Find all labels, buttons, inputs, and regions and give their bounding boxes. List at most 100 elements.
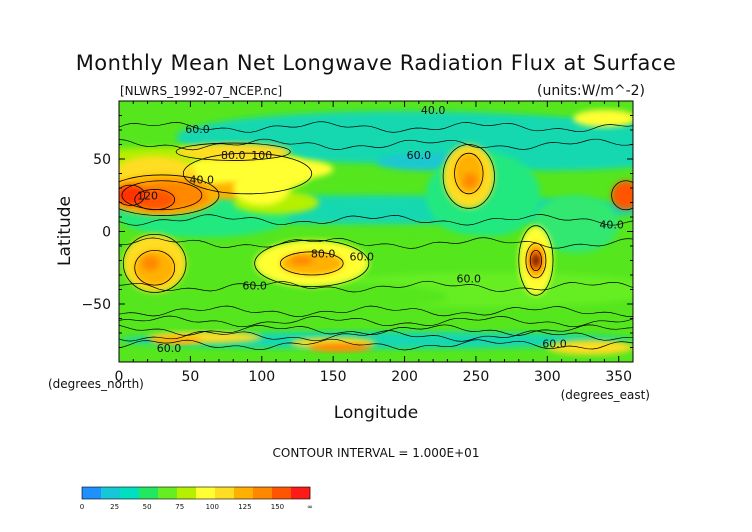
x-tick-label: 100 (248, 369, 275, 385)
colorbar-labels: 0 25 50 75 100 125 150 ∞ (80, 503, 313, 511)
y-tick-label: −50 (81, 297, 111, 313)
contour-label: 60.0 (542, 338, 567, 351)
colorbar-tick-label: 100 (206, 503, 219, 511)
contour-label: 100 (251, 149, 272, 162)
contour-label: 80.0 (311, 248, 336, 261)
field-region (573, 109, 633, 128)
contour-line (119, 121, 633, 133)
y-axis-label: Latitude (55, 196, 75, 266)
contour-line (119, 184, 146, 206)
contour-line (611, 180, 633, 211)
contour-label: 120 (137, 190, 158, 203)
units-label: (units:W/m^-2) (537, 83, 645, 99)
contour-line (134, 189, 176, 211)
x-axis-label: Longitude (334, 403, 419, 423)
chart-title: Monthly Mean Net Longwave Radiation Flux… (76, 51, 677, 75)
field-region (190, 282, 448, 312)
field-region (308, 343, 372, 352)
contour-lines (119, 121, 633, 351)
colorbar-swatch (196, 487, 216, 499)
x-tick-labels: 0 50 100 150 200 250 300 350 (115, 369, 633, 385)
colorbar-swatch (177, 487, 197, 499)
colorbar-tick-label: ∞ (307, 503, 313, 511)
colorbar-swatch (272, 487, 292, 499)
colorbar-swatch (101, 487, 121, 499)
y-tick-labels: 50 0 −50 (81, 152, 111, 313)
colorbar-tick-label: 125 (238, 503, 251, 511)
colorbar-tick-label: 75 (175, 503, 184, 511)
contour-label: 40.0 (421, 104, 446, 117)
plot-area: 40.0 60.0 80.0 100 120 40.0 60.0 80.0 60.0 60.0 40… (118, 100, 634, 363)
colorbar-tick-label: 50 (143, 503, 152, 511)
field-region (547, 340, 633, 355)
file-label: [NLWRS_1992-07_NCEP.nc] (120, 84, 282, 98)
field-region (141, 256, 159, 271)
colorbar-swatch (158, 487, 178, 499)
x-tick-label: 150 (320, 369, 347, 385)
x-tick-label: 250 (463, 369, 490, 385)
field-region (247, 159, 334, 180)
contour-label: 40.0 (599, 219, 624, 232)
y-unit-label: (degrees_north) (48, 377, 144, 391)
field-region (119, 185, 145, 206)
y-tick-label: 50 (93, 152, 111, 168)
colorbar (81, 486, 311, 500)
field-region (532, 254, 540, 267)
field-region (290, 256, 314, 265)
colorbar-tick-label: 150 (271, 503, 284, 511)
contour-label: 60.0 (242, 280, 267, 293)
contour-line (175, 142, 291, 161)
axis-ticks (118, 100, 634, 363)
colorbar-frame (81, 486, 311, 500)
x-tick-label: 300 (534, 369, 561, 385)
contour-label: 60.0 (157, 342, 182, 355)
contour-label: 60.0 (349, 251, 374, 264)
contour-line (119, 237, 633, 249)
contour-line (529, 249, 543, 272)
colorbar-swatch (215, 487, 235, 499)
x-tick-label: 350 (605, 369, 632, 385)
field-region (533, 195, 619, 254)
contour-line (119, 174, 220, 216)
contour-line (279, 251, 344, 276)
colorbar-swatch (291, 487, 311, 499)
colorbar-swatch (234, 487, 254, 499)
contour-line (119, 338, 633, 351)
colorbar-swatch (120, 487, 140, 499)
colorbar-swatch (139, 487, 159, 499)
contour-interval-note: CONTOUR INTERVAL = 1.000E+01 (273, 446, 480, 460)
contour-line (119, 305, 633, 317)
colorbar-tick-label: 25 (110, 503, 119, 511)
colorbar-swatch (82, 487, 102, 499)
contour-line (134, 249, 176, 286)
contour-line (182, 152, 313, 195)
field-region (611, 180, 633, 210)
contour-line (254, 239, 370, 287)
x-unit-label: (degrees_east) (561, 388, 650, 402)
contour-line (442, 144, 495, 209)
y-tick-label: 0 (102, 225, 111, 241)
contour-labels: 40.0 60.0 80.0 100 120 40.0 60.0 80.0 60.0 60.0 40… (137, 104, 624, 355)
contour-label: 60.0 (407, 149, 432, 162)
contour-line (119, 330, 633, 342)
field-region (233, 170, 291, 206)
contour-line (119, 315, 633, 328)
contour-line (119, 138, 633, 151)
contour-label: 40.0 (190, 174, 215, 187)
x-tick-label: 50 (181, 369, 199, 385)
x-tick-label: 200 (391, 369, 418, 385)
contour-line (119, 280, 633, 293)
contour-line (122, 233, 187, 293)
x-tick-label: 0 (115, 369, 124, 385)
contour-line (454, 152, 484, 195)
contour-label: 60.0 (185, 123, 210, 136)
colorbar-tick-label: 0 (80, 503, 84, 511)
contour-label: 60.0 (457, 272, 482, 285)
field-region (463, 173, 478, 188)
colorbar-swatch (253, 487, 273, 499)
contour-line (518, 225, 554, 296)
contour-line (121, 180, 203, 211)
flux-field (119, 109, 633, 355)
contour-line (119, 214, 633, 226)
